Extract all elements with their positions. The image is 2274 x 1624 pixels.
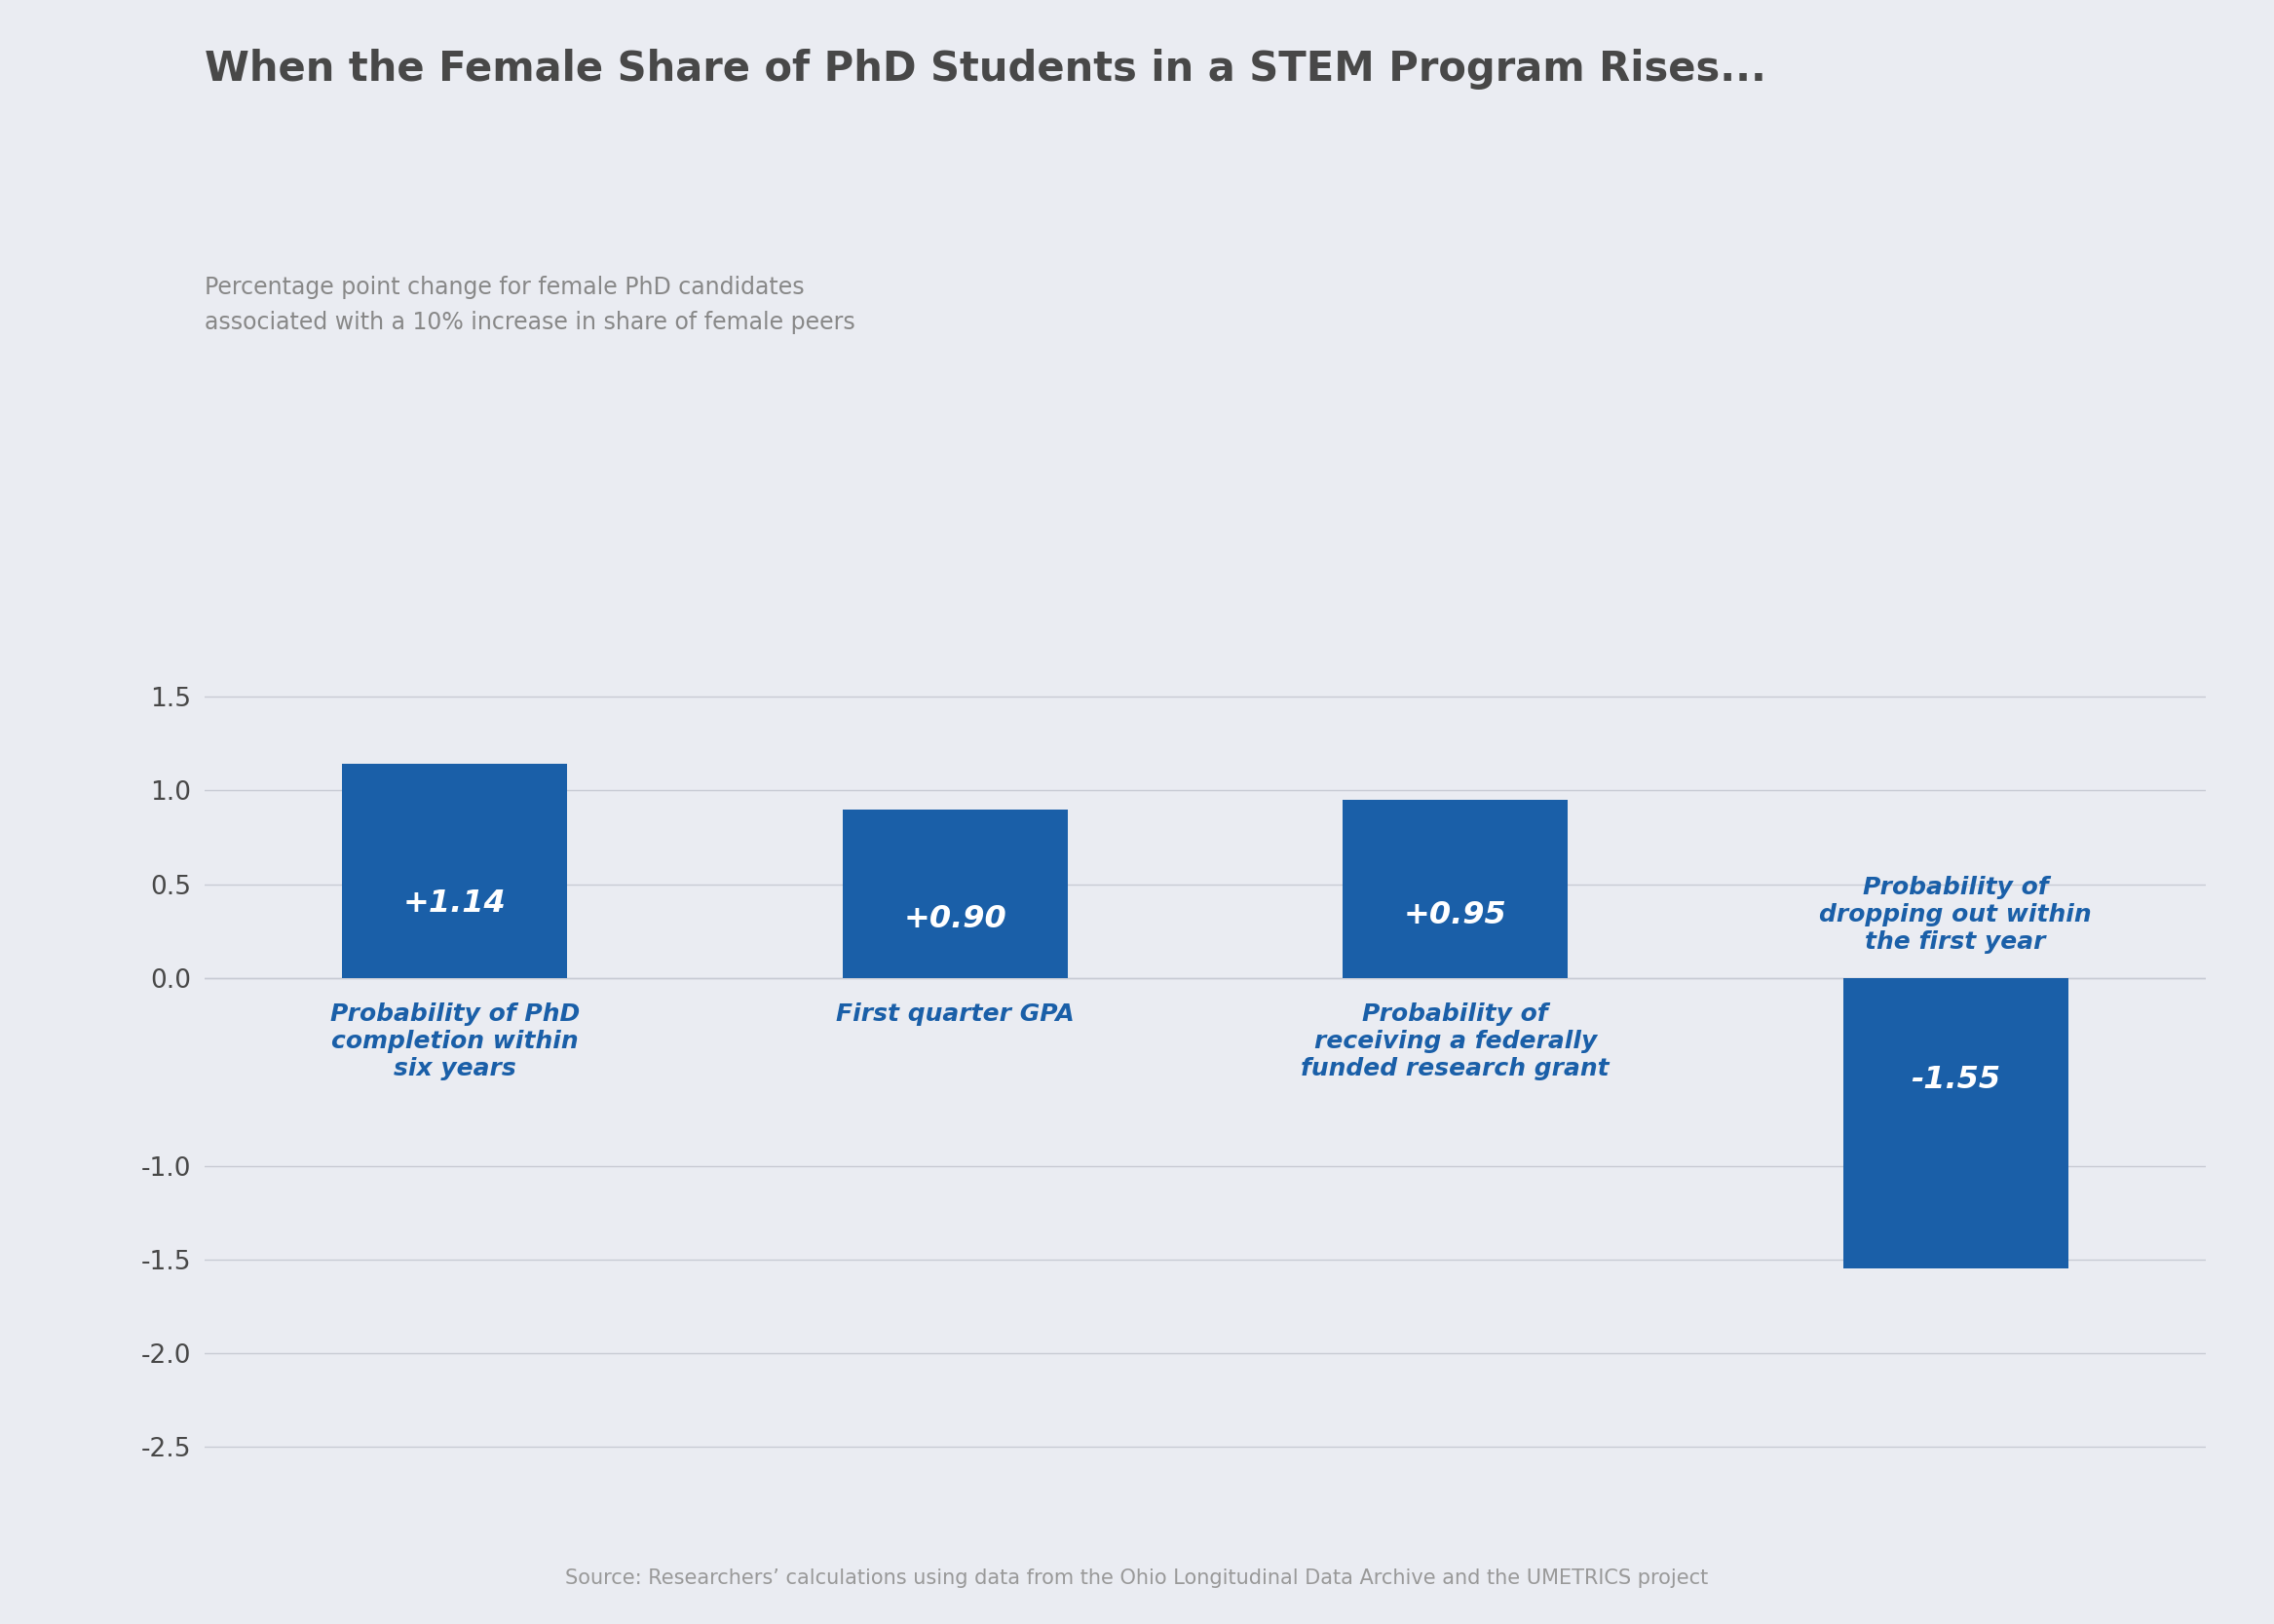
Bar [1842, 978, 2069, 1268]
Text: First quarter GPA: First quarter GPA [837, 1002, 1073, 1026]
Text: Probability of
dropping out within
the first year: Probability of dropping out within the f… [1819, 875, 2092, 953]
Text: Source: Researchers’ calculations using data from the Ohio Longitudinal Data Arc: Source: Researchers’ calculations using … [566, 1569, 1708, 1588]
Bar [844, 809, 1069, 978]
Text: +0.95: +0.95 [1403, 901, 1508, 931]
Text: When the Female Share of PhD Students in a STEM Program Rises...: When the Female Share of PhD Students in… [205, 49, 1767, 89]
Bar [341, 763, 568, 978]
Text: Probability of PhD
completion within
six years: Probability of PhD completion within six… [330, 1002, 580, 1080]
Text: Probability of
receiving a federally
funded research grant: Probability of receiving a federally fun… [1301, 1002, 1610, 1080]
Text: -1.55: -1.55 [1910, 1065, 2001, 1095]
Text: +0.90: +0.90 [903, 905, 1007, 934]
Text: +1.14: +1.14 [402, 888, 507, 918]
Bar [1342, 799, 1569, 978]
Text: Percentage point change for female PhD candidates
associated with a 10% increase: Percentage point change for female PhD c… [205, 276, 855, 335]
